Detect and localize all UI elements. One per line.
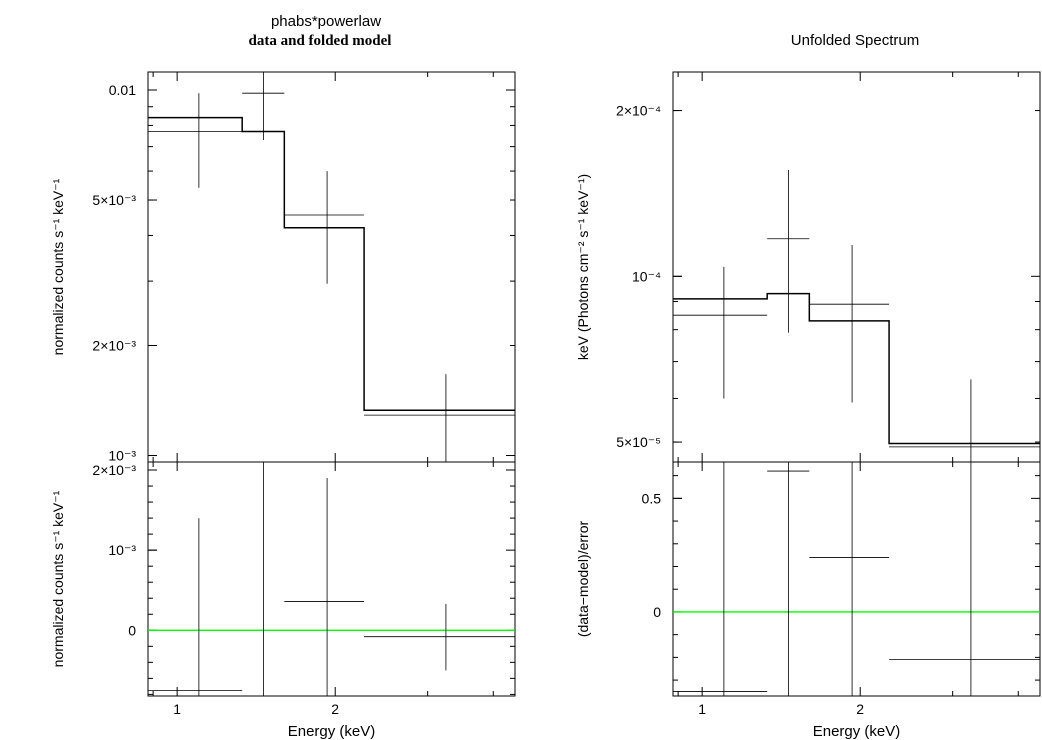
data-point: [284, 478, 365, 696]
plot-frame: [147, 71, 516, 463]
figure-title: phabs*powerlaw: [271, 13, 381, 30]
data-point: [364, 374, 515, 462]
x-tick-label: 2: [331, 701, 339, 717]
data-point: [364, 603, 515, 671]
y-tick-label: 10⁻³: [108, 448, 136, 464]
data-point: [673, 266, 768, 399]
data-point: [809, 462, 890, 696]
data-point: [242, 72, 285, 140]
data-point: [889, 379, 1040, 462]
data-point: [889, 462, 1040, 696]
x-tick-label: 2: [856, 701, 864, 717]
x-axis-label: Energy (keV): [813, 723, 901, 740]
y-tick-label: 0.5: [642, 490, 662, 506]
y-tick-label: 2×10⁻⁴: [616, 103, 661, 119]
y-tick-label: 0.01: [109, 82, 136, 98]
plot-frame: [147, 461, 516, 697]
y-axis-label: (data−model)/error: [575, 520, 591, 637]
data-point: [767, 462, 810, 696]
data-point: [284, 171, 365, 284]
data-point: [242, 461, 285, 696]
model-step-line: [148, 116, 515, 411]
x-tick-label: 1: [173, 701, 181, 717]
x-axis-label: Energy (keV): [288, 723, 376, 740]
data-point: [673, 462, 768, 696]
x-tick-label: 1: [698, 701, 706, 717]
data-point: [767, 169, 810, 333]
data-point: [148, 93, 243, 188]
y-tick-label: 2×10⁻³: [92, 337, 136, 353]
y-tick-label: 2×10⁻³: [92, 462, 136, 478]
y-tick-label: 0: [128, 622, 136, 638]
y-tick-label: 5×10⁻³: [92, 192, 136, 208]
y-tick-label: 10⁻³: [108, 542, 136, 558]
y-axis-label: normalized counts s⁻¹ keV⁻¹: [50, 490, 66, 667]
left-top-panel: 0.01 5×10⁻³ 2×10⁻³ 10⁻³ normalized counts s⁻…: [50, 71, 516, 464]
left-bottom-panel: 1 2 2×10⁻³ 10⁻³ 0 normalized counts s⁻¹ keV⁻¹…: [50, 461, 516, 740]
right-panel-subtitle: Unfolded Spectrum: [791, 32, 919, 49]
y-axis-label: normalized counts s⁻¹ keV⁻¹: [50, 178, 66, 355]
left-panel-subtitle: data and folded model: [249, 33, 392, 49]
plot-frame: [672, 71, 1041, 463]
y-tick-label: 0: [653, 604, 661, 620]
model-step-line: [673, 292, 1040, 445]
right-bottom-panel: 1 2 0.5 0 (data−model)/error Energy (keV): [575, 461, 1041, 740]
plot-frame: [672, 461, 1041, 697]
data-point: [809, 244, 890, 403]
right-top-panel: 2×10⁻⁴ 10⁻⁴ 5×10⁻⁵ keV (Photons cm⁻² s⁻¹ ke…: [575, 71, 1041, 463]
data-point: [148, 518, 243, 696]
y-axis-label: keV (Photons cm⁻² s⁻¹ keV⁻¹): [575, 174, 591, 360]
y-tick-label: 10⁻⁴: [632, 268, 661, 284]
y-tick-label: 5×10⁻⁵: [616, 434, 661, 450]
